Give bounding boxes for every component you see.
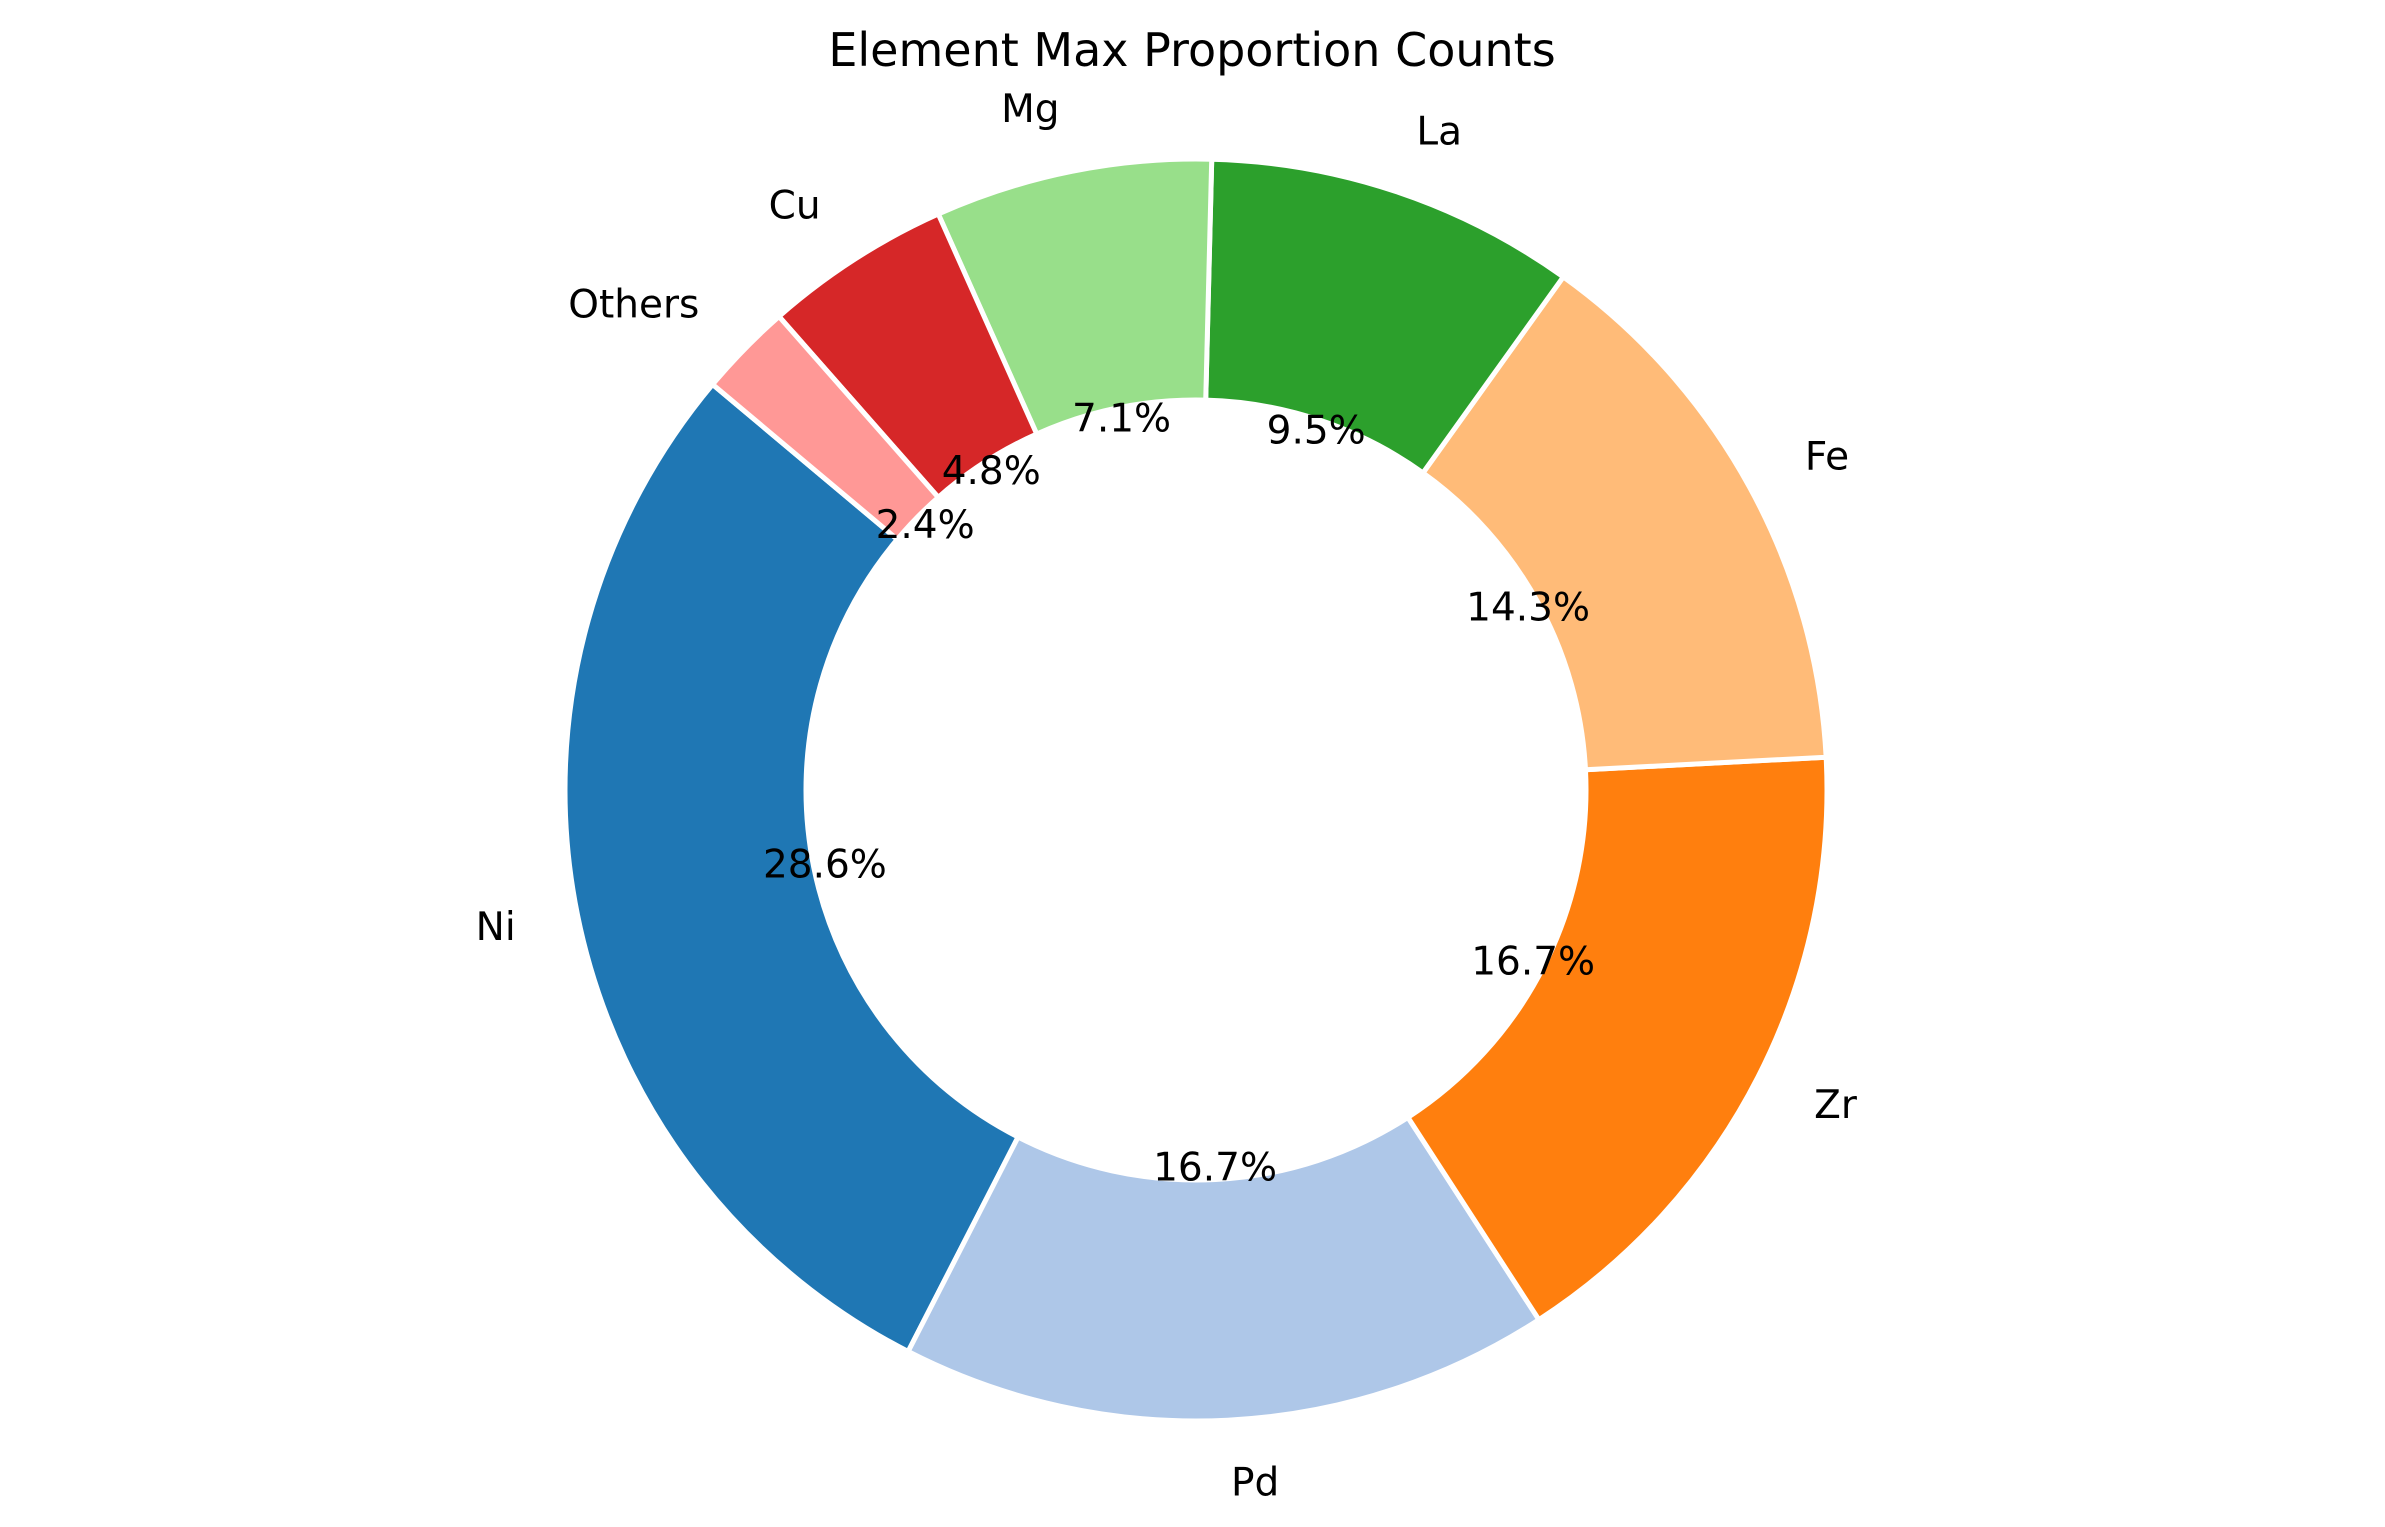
pct-label-zr: 16.7% (1471, 940, 1595, 985)
label-fe: Fe (1805, 434, 1849, 479)
pct-label-mg: 7.1% (1072, 396, 1171, 441)
pct-label-others: 2.4% (876, 503, 975, 548)
label-la: La (1416, 109, 1462, 154)
label-ni: Ni (476, 905, 516, 950)
slice-pd (905, 1114, 1542, 1424)
pct-label-la: 9.5% (1267, 408, 1366, 453)
pct-label-pd: 16.7% (1153, 1146, 1277, 1191)
slices-group (562, 156, 1830, 1424)
label-mg: Mg (1001, 87, 1059, 132)
chart-title: Element Max Proportion Counts (828, 23, 1555, 77)
label-others: Others (568, 283, 699, 328)
labels-group: Ni 28.6% Pd 16.7% Zr 16.7% Fe 14.3% La 9.5% Mg 7.1%… (476, 87, 1858, 1506)
label-pd: Pd (1231, 1461, 1279, 1506)
label-cu: Cu (769, 184, 821, 229)
pct-label-ni: 28.6% (763, 843, 887, 888)
pct-label-cu: 4.8% (942, 449, 1041, 494)
slice-zr (1405, 754, 1830, 1323)
slice-ni (562, 381, 1021, 1355)
label-zr: Zr (1814, 1083, 1858, 1128)
pct-label-fe: 14.3% (1466, 586, 1590, 631)
slice-others (710, 313, 941, 542)
slice-fe (1420, 274, 1829, 773)
